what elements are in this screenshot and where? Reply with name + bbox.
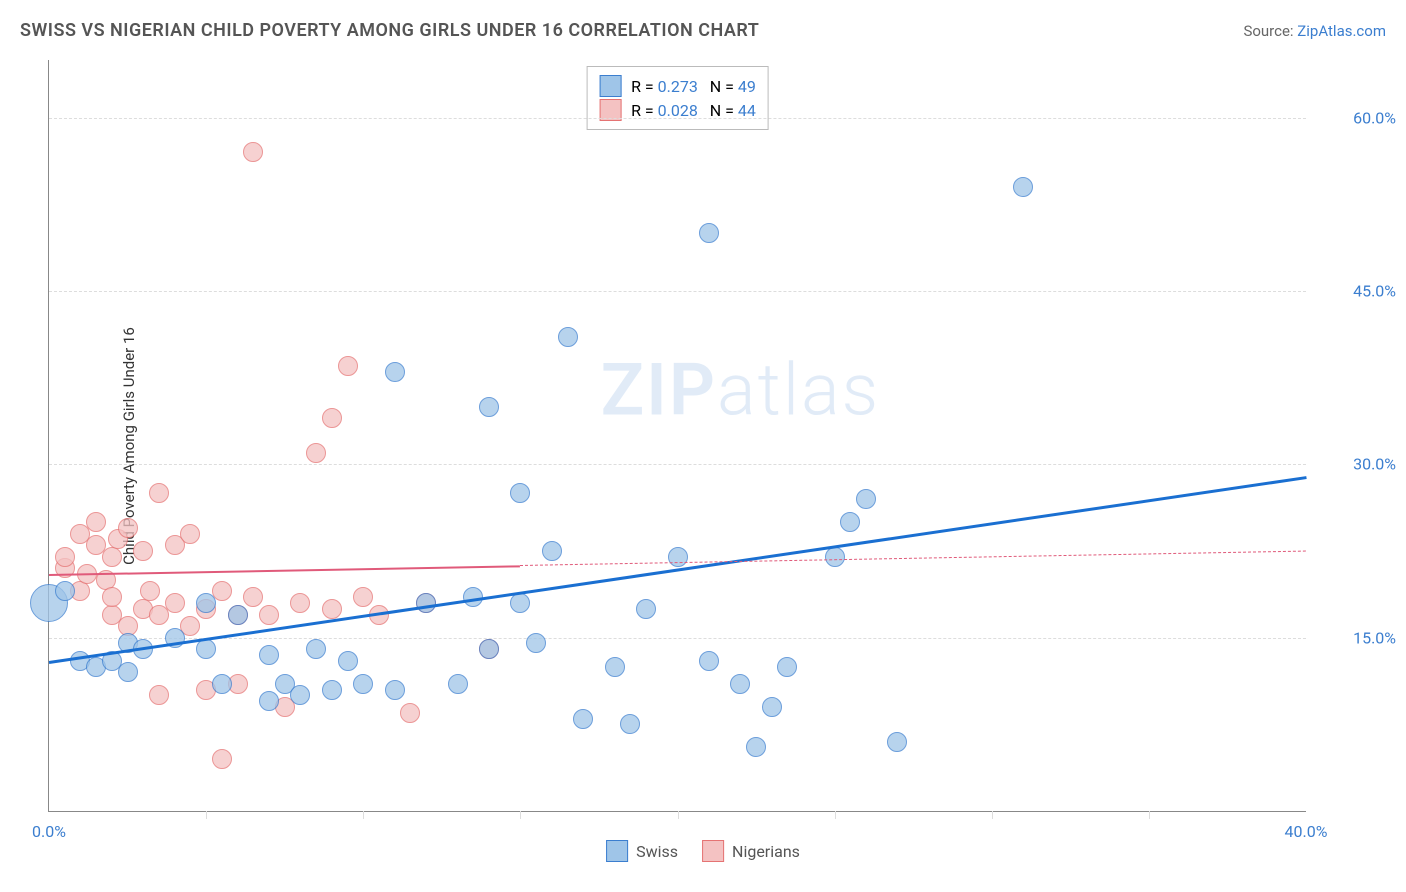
scatter-point-nig [149,685,169,705]
scatter-point-nig [102,547,122,567]
x-tick-mark [206,811,207,819]
scatter-point-swiss [259,645,279,665]
scatter-point-swiss [196,639,216,659]
scatter-point-swiss [479,397,499,417]
series-legend: Swiss Nigerians [606,840,800,862]
scatter-point-swiss [306,639,326,659]
scatter-point-swiss [699,651,719,671]
gridline-horizontal [49,464,1306,465]
scatter-point-swiss [840,512,860,532]
scatter-point-swiss [353,674,373,694]
scatter-point-swiss [196,593,216,613]
scatter-point-nig [118,518,138,538]
scatter-point-nig [306,443,326,463]
legend-swatch [606,840,628,862]
scatter-point-swiss [1013,177,1033,197]
legend-item: Swiss [606,840,678,862]
scatter-point-swiss [510,483,530,503]
scatter-point-swiss [746,737,766,757]
scatter-point-nig [102,587,122,607]
trend-line [49,565,520,576]
scatter-point-swiss [322,680,342,700]
y-tick-label: 15.0% [1316,628,1396,647]
scatter-point-nig [133,541,153,561]
x-tick-mark [520,811,521,819]
scatter-point-swiss [825,547,845,567]
legend-item: Nigerians [702,840,800,862]
scatter-point-swiss [730,674,750,694]
gridline-horizontal [49,638,1306,639]
scatter-point-swiss [526,633,546,653]
scatter-point-nig [212,749,232,769]
y-tick-label: 30.0% [1316,455,1396,474]
scatter-point-swiss [762,697,782,717]
scatter-point-swiss [856,489,876,509]
scatter-point-swiss [668,547,688,567]
scatter-point-swiss [542,541,562,561]
trend-line [520,551,1306,566]
scatter-point-nig [140,581,160,601]
x-tick-label: 40.0% [1285,822,1328,841]
scatter-point-nig [243,587,263,607]
scatter-point-nig [259,605,279,625]
y-tick-label: 45.0% [1316,282,1396,301]
scatter-point-nig [180,524,200,544]
legend-swatch [702,840,724,862]
scatter-point-swiss [118,662,138,682]
source-link[interactable]: ZipAtlas.com [1297,22,1386,40]
scatter-point-nig [165,593,185,613]
legend-swatch [599,75,621,97]
scatter-point-nig [322,599,342,619]
scatter-point-swiss [338,651,358,671]
scatter-point-swiss [699,223,719,243]
x-tick-mark [363,811,364,819]
scatter-point-nig [290,593,310,613]
gridline-horizontal [49,118,1306,119]
scatter-point-swiss [636,599,656,619]
x-tick-mark [678,811,679,819]
gridline-horizontal [49,291,1306,292]
scatter-point-nig [55,547,75,567]
y-tick-label: 60.0% [1316,108,1396,127]
chart-title: SWISS VS NIGERIAN CHILD POVERTY AMONG GI… [20,20,759,41]
scatter-point-nig [86,512,106,532]
x-tick-mark [1149,811,1150,819]
scatter-point-swiss [777,657,797,677]
legend-label: Nigerians [732,842,800,861]
x-tick-mark [992,811,993,819]
plot-area: ZIPatlas R = 0.273 N = 49R = 0.028 N = 4… [48,60,1306,812]
scatter-point-nig [322,408,342,428]
scatter-point-swiss [479,639,499,659]
stats-legend: R = 0.273 N = 49R = 0.028 N = 44 [586,66,769,130]
scatter-point-swiss [416,593,436,613]
scatter-point-nig [338,356,358,376]
scatter-point-swiss [259,691,279,711]
scatter-point-nig [243,142,263,162]
scatter-point-swiss [228,605,248,625]
scatter-point-nig [149,483,169,503]
legend-label: Swiss [636,842,678,861]
scatter-point-swiss [385,362,405,382]
scatter-point-swiss [558,327,578,347]
scatter-point-nig [353,587,373,607]
scatter-point-swiss [887,732,907,752]
scatter-point-swiss [620,714,640,734]
source-label: Source: ZipAtlas.com [1243,22,1386,40]
x-tick-mark [835,811,836,819]
scatter-point-nig [400,703,420,723]
scatter-point-swiss [212,674,232,694]
scatter-point-swiss [55,581,75,601]
scatter-point-swiss [573,709,593,729]
scatter-point-swiss [605,657,625,677]
scatter-point-swiss [510,593,530,613]
stats-row: R = 0.273 N = 49 [599,75,756,97]
scatter-point-swiss [448,674,468,694]
scatter-point-swiss [290,685,310,705]
x-tick-label: 0.0% [32,822,66,841]
watermark: ZIPatlas [601,348,881,433]
scatter-point-swiss [385,680,405,700]
